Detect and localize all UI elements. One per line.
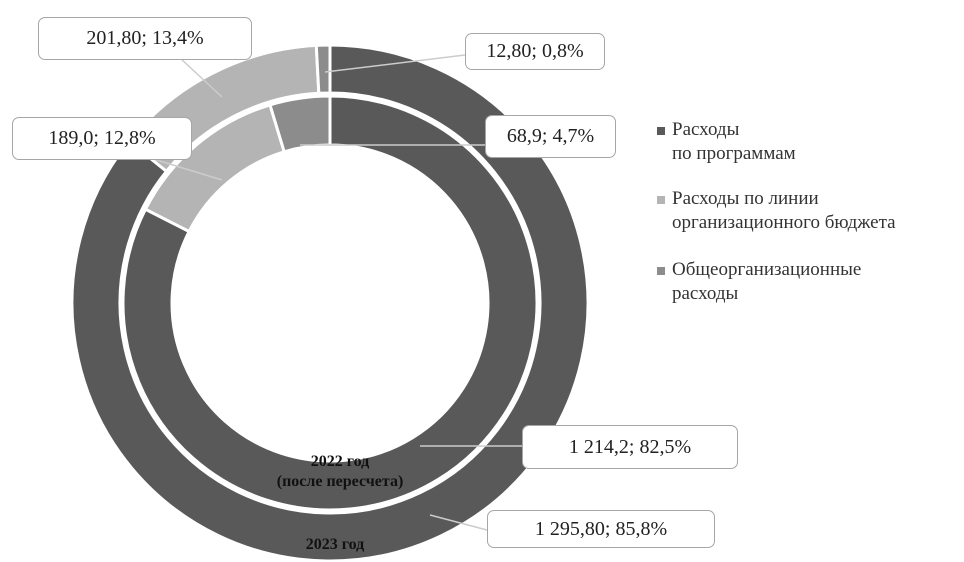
data-label: 1 214,2; 82,5%: [522, 425, 738, 469]
legend-label: Расходы по программам: [672, 119, 796, 164]
leader-line: [179, 57, 223, 98]
data-label: 201,80; 13,4%: [38, 17, 252, 60]
leader-line: [429, 514, 488, 531]
data-label: 1 295,80; 85,8%: [487, 510, 715, 548]
donut-slice: [121, 94, 539, 512]
data-label: 189,0; 12,8%: [12, 117, 192, 160]
donut-slice: [268, 94, 332, 154]
series-name: 2023 год: [305, 536, 365, 553]
leader-line: [324, 54, 466, 73]
data-label: 68,9; 4,7%: [485, 115, 616, 158]
legend-swatch: [657, 127, 665, 135]
series-name: 2022 год (после пересчета): [276, 453, 404, 490]
data-label: 12,80; 0,8%: [465, 33, 605, 70]
legend-label: Расходы по линии организационного бюджет…: [672, 188, 896, 233]
legend-label: Общеорганизационные расходы: [672, 259, 862, 304]
donut-slice: [70, 43, 590, 562]
donut-slice: [314, 43, 332, 95]
legend-swatch: [657, 267, 665, 275]
legend-swatch: [657, 196, 665, 204]
leader-line: [149, 157, 223, 181]
